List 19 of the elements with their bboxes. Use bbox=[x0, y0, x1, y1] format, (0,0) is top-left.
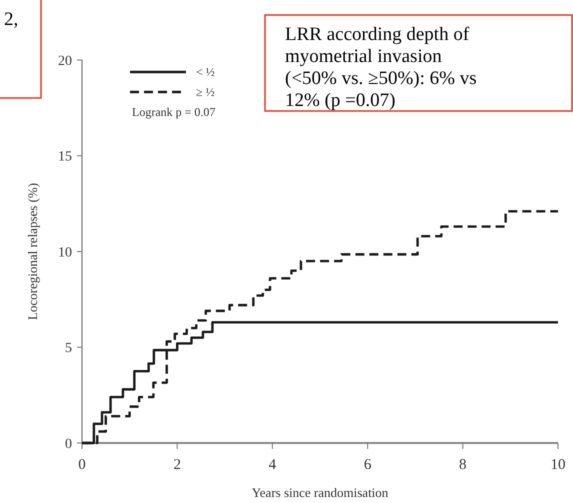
x-axis-title: Years since randomisation bbox=[252, 485, 389, 500]
legend-label: ≥ ½ bbox=[196, 85, 215, 100]
x-tick-label: 8 bbox=[459, 457, 467, 473]
note-box: LRR according depth of myometrial invasion (<50% vs. ≥50%): 6% vs 12% (p =0.07) bbox=[264, 14, 573, 112]
y-tick-label: 15 bbox=[58, 150, 72, 165]
y-tick-label: 0 bbox=[65, 436, 72, 452]
x-tick-label: 6 bbox=[364, 457, 372, 473]
annotation: Logrank p = 0.07 bbox=[132, 105, 216, 120]
note-box: 2, bbox=[0, 0, 42, 99]
x-tick-label: 10 bbox=[550, 457, 566, 473]
annotation: LRR according depth of myometrial invasion (<50% vs. ≥50%): 6% vs 12% (p =0.07) bbox=[285, 24, 477, 111]
x-tick-label: 2 bbox=[173, 457, 181, 473]
legend-label: < ½ bbox=[196, 65, 215, 80]
y-tick-label: 5 bbox=[65, 341, 72, 356]
y-axis-title: Locoregional relapses (%) bbox=[25, 182, 40, 320]
x-tick-label: 4 bbox=[268, 457, 277, 473]
x-tick-label: 0 bbox=[78, 457, 86, 473]
y-tick-label: 10 bbox=[58, 245, 72, 260]
y-tick-label: 20 bbox=[58, 54, 72, 69]
